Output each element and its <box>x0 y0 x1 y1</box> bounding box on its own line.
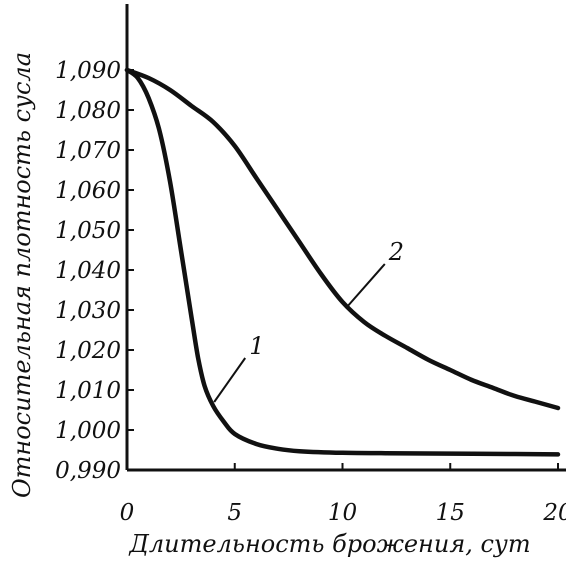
y-tick-label: 1,080 <box>55 98 121 124</box>
y-tick-label: 1,040 <box>55 258 121 284</box>
series-label-1: 1 <box>249 332 264 360</box>
series-label-2: 2 <box>388 238 404 266</box>
x-axis-title: Длительность брожения, сут <box>128 530 530 558</box>
series-curves <box>124 67 561 457</box>
y-axis-title: Относительная плотность сусла <box>8 52 36 498</box>
x-tick-label: 0 <box>120 500 135 526</box>
x-tick-label: 10 <box>328 500 357 526</box>
x-tick-label: 20 <box>542 500 566 526</box>
y-tick-label: 1,020 <box>55 338 121 364</box>
x-ticks: 0 5 10 15 20 <box>120 463 566 526</box>
x-tick-label: 5 <box>227 500 242 526</box>
y-tick-label: 1,050 <box>55 218 121 244</box>
series-line-1 <box>124 67 561 457</box>
series-labels: 12 <box>213 238 404 403</box>
series-label-leader <box>347 263 386 307</box>
series-line-2 <box>124 67 561 411</box>
series-label-leader <box>213 357 247 403</box>
axes <box>125 4 566 472</box>
y-tick-label: 1,010 <box>55 378 121 404</box>
y-ticks: 0,990 1,000 1,010 1,020 1,030 1,040 1,050 1,060… <box>55 58 134 484</box>
x-tick-label: 15 <box>436 500 465 526</box>
y-tick-label: 1,060 <box>55 178 121 204</box>
y-tick-label: 0,990 <box>55 458 121 484</box>
y-tick-label: 1,070 <box>55 138 121 164</box>
y-tick-label: 1,090 <box>55 58 121 84</box>
y-tick-label: 1,030 <box>55 298 121 324</box>
y-tick-label: 1,000 <box>55 418 121 444</box>
